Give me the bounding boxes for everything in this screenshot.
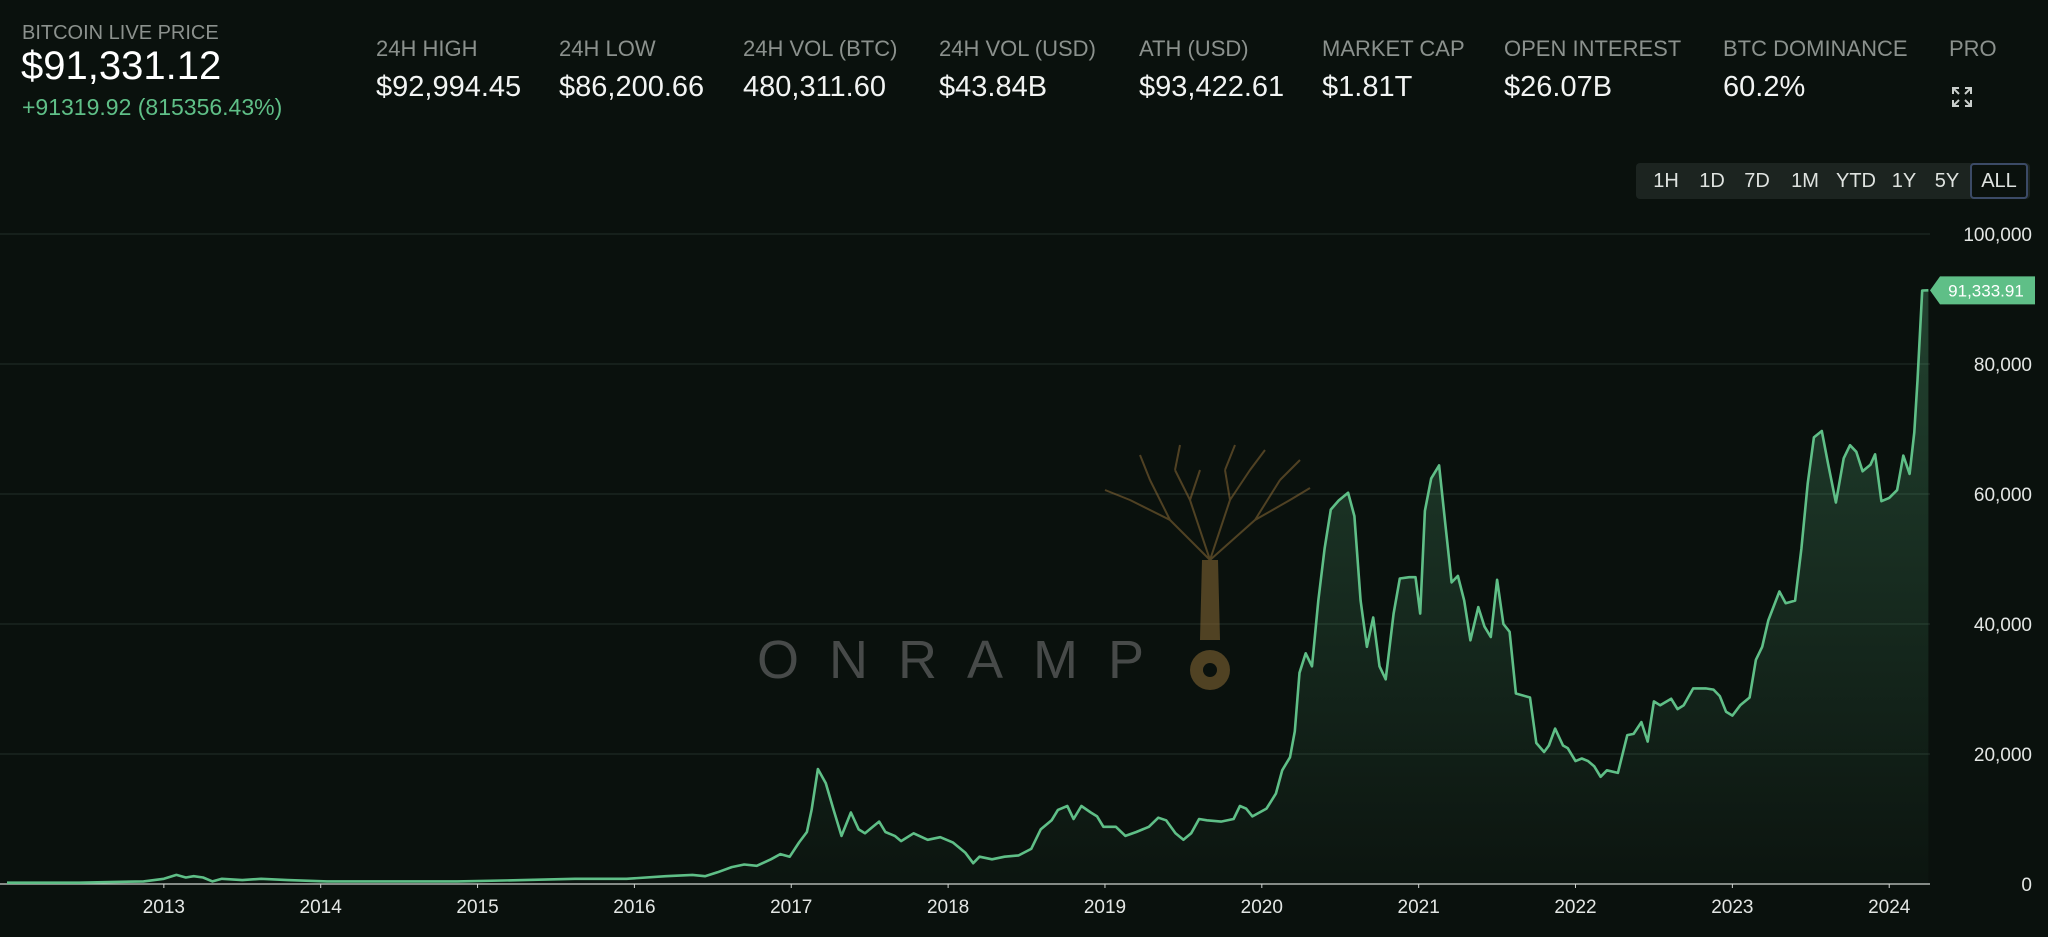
stat-value: 480,311.60 [743,71,886,103]
timeframe-button[interactable]: ALL [1970,163,2028,199]
timeframe-button[interactable]: 1M [1791,170,1819,192]
stat-value: $92,994.45 [376,71,522,103]
timeframe-button[interactable]: 1H [1653,170,1679,192]
x-tick-label: 2021 [1398,897,1440,918]
timeframe-button[interactable]: 1D [1699,170,1725,192]
stat-label: 24H VOL (USD) [939,36,1096,61]
stat-value: $43.84B [939,71,1048,103]
price-title: BITCOIN LIVE PRICE [22,22,219,44]
x-tick-label: 2023 [1711,897,1753,918]
x-tick-label: 2020 [1241,897,1283,918]
timeframe-button[interactable]: 5Y [1934,170,1960,192]
pro-label[interactable]: PRO [1949,36,1997,61]
y-tick-label: 80,000 [1974,355,2032,376]
timeframe-button[interactable]: 7D [1744,170,1770,192]
x-tick-label: 2022 [1554,897,1596,918]
timeframe-button[interactable]: YTD [1836,170,1876,192]
timeframe-selector: 1H 1D 7D 1M YTD 1Y 5Y ALL [1636,163,2030,199]
stat-label: 24H HIGH [376,36,478,61]
timeframe-button[interactable]: 1Y [1891,170,1917,192]
stat-value: $93,422.61 [1139,71,1285,103]
watermark-text: ONRAMP [757,630,1174,690]
y-tick-label: 20,000 [1974,745,2032,766]
stat-value: $26.07B [1504,71,1613,103]
x-tick-label: 2014 [300,897,343,918]
x-tick-label: 2015 [456,897,498,918]
stat-value: $1.81T [1322,71,1413,103]
x-tick-label: 2018 [927,897,969,918]
x-tick-label: 2017 [770,897,812,918]
price-tag [1930,276,2035,305]
y-tick-label: 0 [2021,875,2032,896]
live-price: $91,331.12 [21,44,222,88]
stat-label: 24H VOL (BTC) [743,36,898,61]
stat-label: OPEN INTEREST [1504,36,1682,61]
stat-label: 24H LOW [559,36,656,61]
y-tick-label: 60,000 [1974,485,2032,506]
x-tick-label: 2013 [143,897,185,918]
price-change: +91319.92 (815356.43%) [22,94,283,120]
stat-label: MARKET CAP [1322,36,1465,61]
y-tick-label: 40,000 [1974,615,2032,636]
price-tag-label: 91,333.91 [1948,281,2024,300]
area [7,290,1929,884]
stat-label: ATH (USD) [1139,36,1249,61]
x-tick-label: 2024 [1868,897,1911,918]
stat-value: $86,200.66 [559,71,705,103]
stat-label: BTC DOMINANCE [1723,36,1908,61]
watermark: ONRAMP [757,444,1311,690]
x-tick-label: 2019 [1084,897,1126,918]
x-tick-label: 2016 [613,897,655,918]
stat-value: 60.2% [1723,71,1806,103]
price-line [7,289,1929,884]
expand-icon[interactable] [1951,86,1973,108]
y-tick-label: 100,000 [1963,225,2032,246]
